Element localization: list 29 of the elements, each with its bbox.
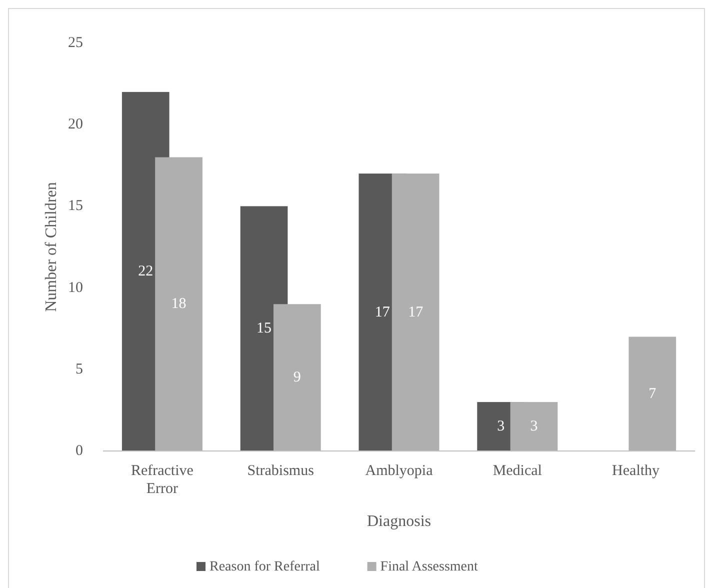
data-label: 17 [374,304,390,320]
data-label: 7 [648,386,657,402]
data-label: 15 [256,320,272,337]
y-axis-title: Number of Children [43,182,60,312]
data-label: 3 [530,418,538,435]
data-label: 18 [171,296,186,312]
legend-label: Reason for Referral [210,560,320,574]
x-axis-title: Diagnosis [367,513,431,530]
data-label: 9 [293,370,301,386]
x-tick-label: Medical [492,463,542,479]
x-tick-label: Amblyopia [365,463,434,479]
bar [155,157,202,451]
y-tick-label: 20 [68,116,83,133]
y-tick-label: 25 [68,35,83,51]
data-label: 3 [497,418,505,435]
y-tick-label: 0 [76,443,83,459]
legend-label: Final Assessment [380,560,478,574]
x-tick-label: Healthy [612,463,660,479]
x-tick-label: Refractive Error [130,463,194,497]
data-label: 17 [408,304,424,320]
bar [392,174,440,451]
bar [510,402,558,451]
y-tick-label: 15 [68,198,83,214]
y-tick-label: 10 [68,280,83,296]
x-tick-label: Strabismus [247,463,314,479]
bar [628,336,676,451]
bar [273,304,321,451]
y-tick-label: 5 [76,361,83,378]
data-label: 22 [138,263,154,280]
